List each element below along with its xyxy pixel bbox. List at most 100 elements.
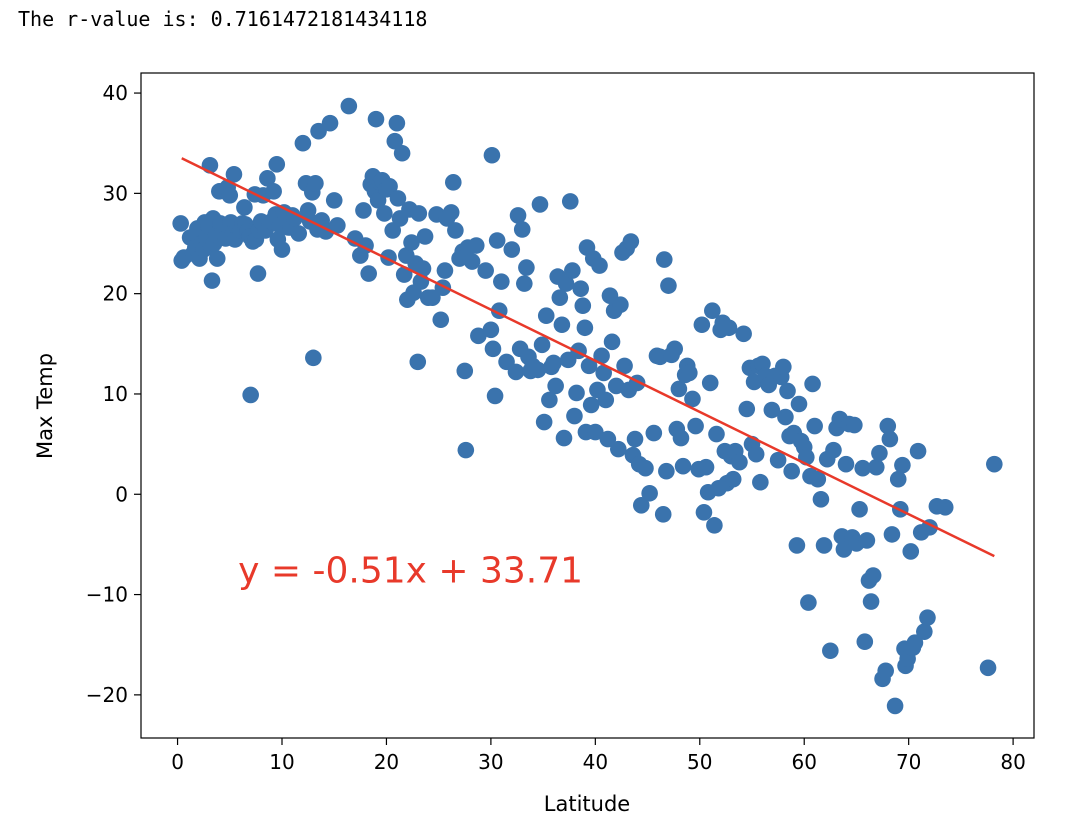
scatter-point <box>447 222 464 239</box>
scatter-point <box>576 319 594 337</box>
scatter-point <box>393 144 411 162</box>
scatter-point <box>641 484 658 502</box>
x-tick-label: 30 <box>478 750 503 774</box>
scatter-point <box>457 441 475 459</box>
scatter-point <box>470 327 487 345</box>
x-axis-ticks: 0 10 20 30 40 50 60 70 80 <box>171 738 1026 774</box>
scatter-point <box>467 237 485 254</box>
scatter-point <box>881 430 899 448</box>
scatter-point <box>837 455 855 473</box>
scatter-point <box>806 417 823 435</box>
scatter-point <box>456 362 474 380</box>
scatter-point <box>486 387 504 405</box>
y-tick-label: −10 <box>86 583 128 607</box>
scatter-point <box>483 146 501 164</box>
scatter-point <box>208 250 226 267</box>
scatter-point <box>660 277 677 294</box>
scatter-point <box>610 440 627 458</box>
scatter-point <box>595 364 612 382</box>
scatter-point <box>493 273 510 290</box>
scatter-point <box>822 642 839 660</box>
scatter-point <box>376 205 393 222</box>
scatter-point <box>561 193 579 210</box>
scatter-point <box>593 347 610 365</box>
x-tick-label: 0 <box>171 750 184 774</box>
scatter-point <box>902 543 920 560</box>
scatter-point <box>622 233 640 250</box>
scatter-point <box>541 391 558 409</box>
scatter-point <box>724 470 742 488</box>
scatter-point <box>388 114 406 132</box>
scatter-point <box>835 541 853 558</box>
scatter-point <box>409 353 427 371</box>
scatter-point <box>386 132 404 150</box>
scatter-point <box>482 321 500 339</box>
scatter-point <box>616 357 633 375</box>
scatter-point <box>321 114 339 132</box>
scatter-point <box>265 183 282 200</box>
scatter-point <box>531 196 549 213</box>
scatter-point <box>879 417 897 435</box>
scatter-point <box>325 192 343 209</box>
scatter-point <box>666 340 684 358</box>
scatter-point <box>674 457 692 475</box>
y-tick-label: 0 <box>115 482 128 506</box>
y-tick-label: 10 <box>103 382 128 406</box>
scatter-point <box>582 396 600 414</box>
scatter-point <box>775 358 792 376</box>
scatter-point <box>389 190 407 207</box>
x-tick-label: 60 <box>791 750 816 774</box>
scatter-point <box>294 134 312 152</box>
scatter-point <box>986 455 1003 473</box>
r-value-label: The r-value is: <box>18 7 211 31</box>
scatter-point <box>545 354 562 372</box>
scatter-point <box>867 458 885 476</box>
scatter-point <box>403 234 420 251</box>
scatter-point <box>800 594 817 611</box>
scatter-point <box>436 262 454 279</box>
scatter-point <box>877 662 894 680</box>
scatter-point <box>225 166 243 183</box>
scatter-point <box>566 407 583 425</box>
scatter-point <box>752 473 769 491</box>
scatter-point <box>221 187 239 204</box>
scatter-point <box>672 429 690 447</box>
scatter-point <box>424 289 441 306</box>
scatter-point <box>516 275 533 292</box>
y-tick-label: 20 <box>103 282 128 306</box>
scatter-point <box>172 215 189 232</box>
x-axis-label: Latitude <box>544 792 630 816</box>
scatter-point <box>507 363 525 381</box>
scatter-point <box>654 506 672 523</box>
scatter-point <box>894 456 911 474</box>
y-tick-label: 30 <box>103 181 128 205</box>
scatter-point <box>572 280 590 297</box>
scatter-point <box>442 204 460 221</box>
scatter-point <box>591 257 608 274</box>
scatter-point <box>587 423 604 441</box>
scatter-point <box>564 262 581 279</box>
scatter-point <box>889 470 907 488</box>
scatter-point <box>720 319 738 337</box>
regression-equation: y = -0.51x + 33.71 <box>238 551 583 592</box>
scatter-point <box>916 623 933 640</box>
scatter-point <box>864 567 882 584</box>
x-tick-label: 70 <box>896 750 921 774</box>
scatter-point <box>809 470 827 488</box>
scatter-point <box>384 222 402 239</box>
scatter-point <box>704 302 721 320</box>
scatter-point <box>769 451 787 469</box>
scatter-point <box>871 444 888 462</box>
scatter-point <box>444 174 462 191</box>
scatter-point <box>513 221 531 238</box>
scatter-point <box>851 501 868 518</box>
scatter-point <box>883 526 901 543</box>
scatter-point <box>547 377 564 395</box>
scatter-point <box>909 442 927 460</box>
scatter-point <box>484 340 502 358</box>
scatter-point <box>416 228 434 245</box>
r-value-number: 0.7161472181434118 <box>210 7 428 31</box>
scatter-point <box>788 537 806 554</box>
scatter-point <box>862 593 880 610</box>
y-tick-label: 40 <box>103 81 128 105</box>
